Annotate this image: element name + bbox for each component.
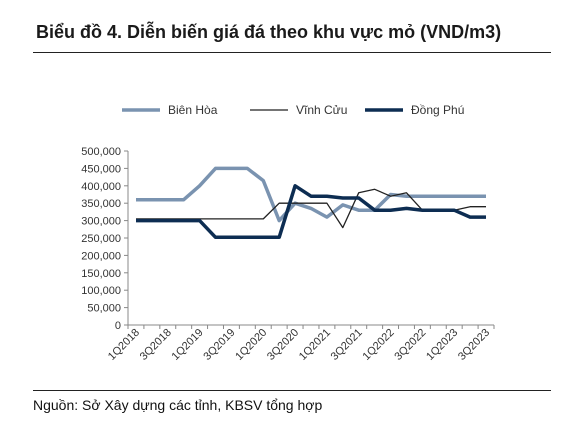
x-tick-label: 1Q2022 (361, 327, 397, 363)
x-tick-label: 1Q2023 (424, 327, 460, 363)
x-tick-label: 3Q2018 (138, 327, 174, 363)
x-tick-label: 3Q2023 (456, 327, 492, 363)
x-axis: 1Q20183Q20181Q20193Q20191Q20203Q20201Q20… (106, 324, 495, 363)
y-tick-label: 300,000 (81, 216, 121, 228)
legend-label-1: Biên Hòa (168, 103, 218, 117)
series-lines (136, 166, 486, 240)
line-chart: Biên Hòa Vĩnh Cửu Đồng Phú 0 50,000 100,000 1… (81, 103, 495, 363)
x-tick-label: 3Q2021 (329, 327, 365, 363)
series-line-1 (136, 166, 486, 223)
y-tick-label: 350,000 (81, 198, 121, 210)
y-tick-label: 50,000 (87, 303, 121, 315)
y-axis: 0 50,000 100,000 150,000 200,000 250,000 300,0… (81, 146, 129, 332)
x-tick-label: 1Q2019 (170, 327, 206, 363)
title-divider (33, 52, 551, 53)
series-line-3 (136, 184, 486, 240)
legend-label-2: Vĩnh Cửu (296, 103, 347, 117)
y-tick-label: 400,000 (81, 181, 121, 193)
y-tick-label: 500,000 (81, 146, 121, 158)
x-tick-label: 1Q2018 (106, 327, 142, 363)
legend-label-3: Đồng Phú (411, 103, 464, 117)
x-tick-label: 1Q2021 (297, 327, 333, 363)
y-tick-label: 150,000 (81, 268, 121, 280)
y-tick-label: 450,000 (81, 163, 121, 175)
y-tick-label: 200,000 (81, 250, 121, 262)
chart-legend: Biên Hòa Vĩnh Cửu Đồng Phú (122, 103, 464, 117)
x-tick-label: 3Q2019 (201, 327, 237, 363)
x-tick-label: 3Q2020 (265, 327, 301, 363)
x-tick-label: 1Q2020 (233, 327, 269, 363)
source-note: Nguồn: Sở Xây dựng các tỉnh, KBSV tổng h… (33, 397, 323, 413)
y-tick-label: 250,000 (81, 233, 121, 245)
x-tick-label: 3Q2022 (392, 327, 428, 363)
y-tick-label: 100,000 (81, 285, 121, 297)
y-tick-label: 0 (115, 320, 121, 332)
source-divider (33, 390, 551, 391)
chart-title: Biểu đồ 4. Diễn biến giá đá theo khu vực… (36, 22, 502, 42)
